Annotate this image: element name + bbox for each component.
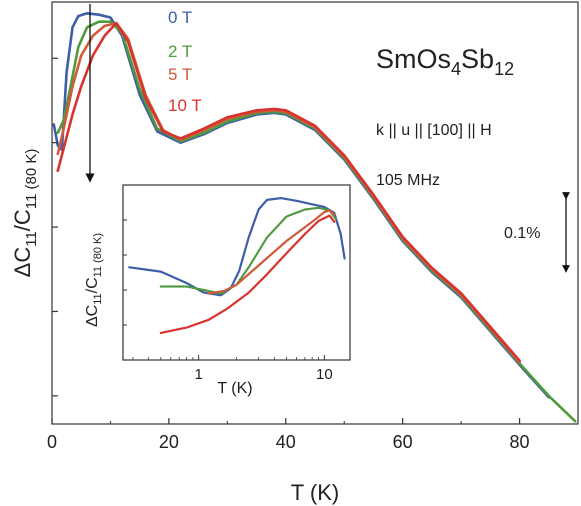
sample-name: SmOs4Sb12 [376, 44, 514, 79]
inset-series-line-2 [207, 209, 336, 295]
frequency-annotation: 105 MHz [376, 172, 440, 189]
main-plot-frame [51, 1, 579, 425]
x-axis-title: T (K) [291, 480, 339, 505]
main-series-group [52, 12, 577, 423]
x-tick-label-2: 40 [276, 432, 296, 452]
legend-label-3: 10 T [168, 96, 202, 115]
y-axis-title: ΔC11/C11 (80 K) [10, 149, 40, 278]
x-tick-label-1: 20 [159, 432, 179, 452]
inset-y-axis-title: ΔC11/C11 (80 K) [84, 233, 104, 327]
inset-x-axis-title: T (K) [217, 380, 252, 397]
legend-label-0: 0 T [168, 8, 192, 27]
inset-frame [122, 184, 351, 361]
inset-series-line-1 [159, 206, 338, 295]
legend: 0 T 2 T 5 T 10 T [168, 8, 202, 115]
inset-series-group [128, 197, 346, 334]
inset-x-tick-label-0: 1 [194, 366, 202, 383]
main-y-ticks [52, 57, 58, 397]
main-x-ticks: 0 20 40 60 80 [47, 418, 579, 452]
legend-label-2: 5 T [168, 65, 192, 84]
x-tick-label-3: 60 [393, 432, 413, 452]
legend-label-1: 2 T [168, 42, 192, 61]
inset-x-ticks: 1 10 [123, 219, 333, 383]
x-tick-label-4: 80 [510, 432, 530, 452]
scale-bar-label: 0.1% [504, 225, 540, 242]
inset-x-tick-label-1: 10 [316, 366, 333, 383]
series-line-3 [56, 21, 521, 362]
inset-series-line-3 [159, 214, 336, 334]
x-tick-label-0: 0 [47, 432, 57, 452]
orientation-annotation: k || u || [100] || H [376, 122, 492, 139]
